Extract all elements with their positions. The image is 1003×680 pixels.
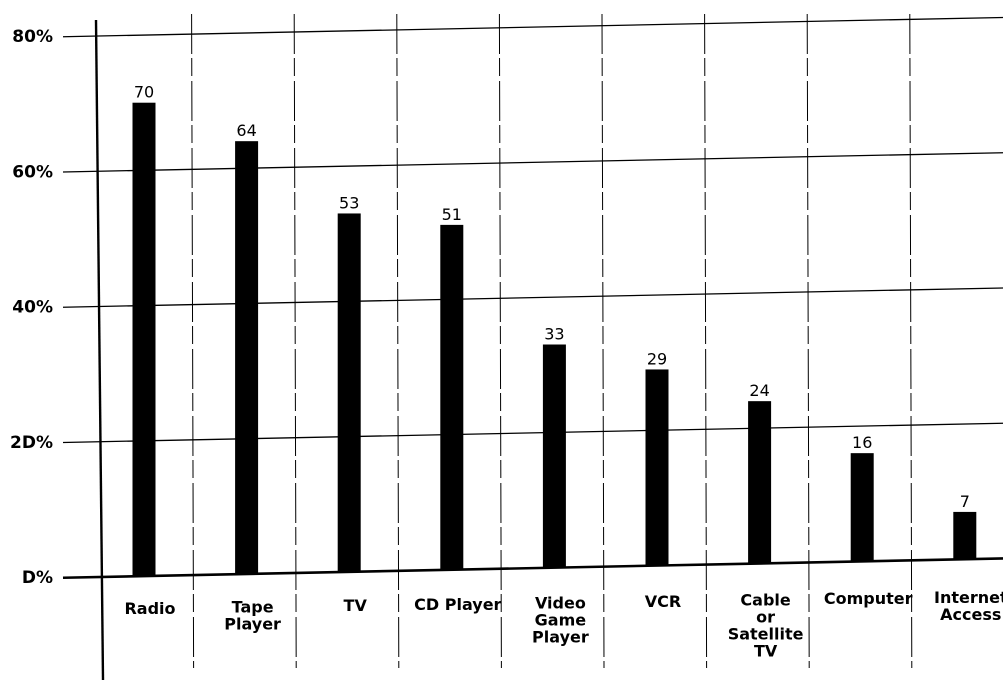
y-gridline: [62, 152, 1003, 173]
grid-layer: [62, 13, 1003, 669]
bar: [542, 344, 566, 568]
x-category-label: VCR: [645, 592, 681, 611]
x-category-label: Radio: [124, 599, 175, 618]
x-category-label: Computer: [824, 589, 913, 608]
x-gridline: [293, 13, 297, 669]
x-gridline: [498, 13, 502, 669]
bar: [645, 369, 669, 566]
y-tick-label: 80%: [12, 27, 53, 47]
x-gridline: [806, 13, 810, 669]
bar: [235, 141, 259, 574]
bar-value-label: 16: [852, 433, 872, 452]
bar-value-label: 24: [749, 381, 769, 400]
x-gridline: [396, 13, 400, 669]
bar: [748, 401, 772, 564]
x-category-label: Internet Access: [934, 588, 1003, 624]
x-category-label: Video Game Player: [532, 593, 589, 646]
x-category-label: TV: [344, 596, 368, 615]
bar-value-label: 33: [544, 325, 564, 344]
x-category-label: CD Player: [414, 595, 501, 614]
y-tick-label: 2D%: [10, 433, 53, 453]
labels-layer: D% 2D% 40% 60% 80% 70 Radio 64 Tape Player 53 TV 51 C…: [10, 27, 1003, 661]
y-gridline: [62, 16, 1003, 38]
bar: [953, 511, 977, 560]
bar-value-label: 53: [339, 193, 359, 212]
bar: [440, 224, 464, 570]
bar-value-label: 64: [236, 121, 256, 140]
y-axis: [94, 19, 105, 680]
bars-layer: [132, 102, 977, 577]
x-axis-baseline: [62, 557, 1003, 580]
bar: [132, 102, 156, 577]
bar: [850, 453, 874, 562]
bar-value-label: 7: [960, 492, 970, 511]
y-gridline: [62, 287, 1003, 308]
bar-value-label: 29: [647, 349, 667, 368]
x-category-label: Cable or Satellite TV: [728, 591, 804, 661]
axis-layer: [62, 19, 1003, 680]
y-tick-label: 60%: [12, 162, 53, 182]
x-gridline: [704, 13, 708, 669]
bar-value-label: 51: [442, 205, 462, 224]
bar: [337, 213, 361, 572]
y-gridline: [62, 422, 1003, 444]
x-gridline: [601, 13, 605, 669]
y-tick-label: D%: [22, 568, 53, 588]
x-gridline: [191, 13, 195, 669]
bar-value-label: 70: [134, 83, 154, 102]
x-category-label: Tape Player: [224, 598, 281, 634]
y-tick-label: 40%: [12, 298, 53, 318]
x-gridline: [909, 13, 913, 669]
